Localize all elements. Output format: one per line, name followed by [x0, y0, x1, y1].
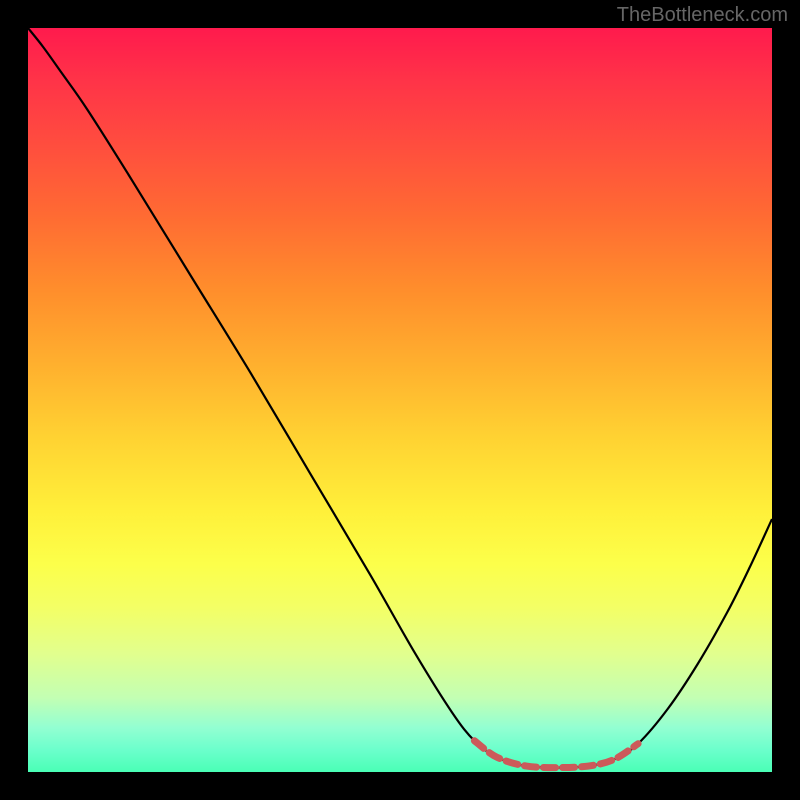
- bottleneck-curve: [28, 28, 772, 768]
- plot-area: [28, 28, 772, 772]
- source-watermark: TheBottleneck.com: [617, 4, 788, 27]
- optimal-range-highlight: [474, 741, 638, 768]
- chart-svg: [28, 28, 772, 772]
